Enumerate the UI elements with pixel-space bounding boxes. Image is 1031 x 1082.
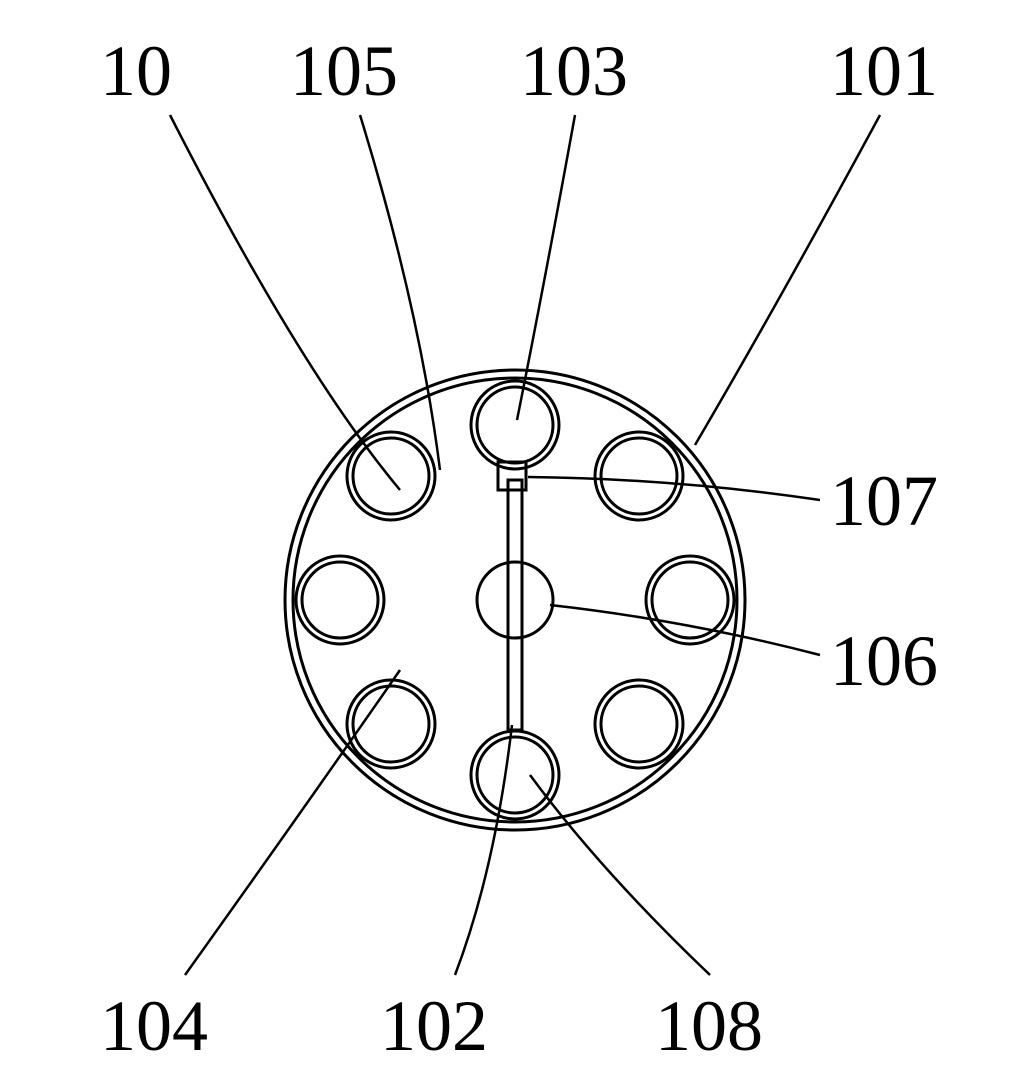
ring-hole-inner-4 [477, 737, 553, 813]
ring-hole-4 [471, 731, 559, 819]
leader-line-2 [517, 115, 575, 420]
leader-line-6 [185, 670, 400, 975]
ring-hole-inner-1 [601, 438, 677, 514]
label-104: 104 [100, 985, 208, 1068]
outer-ring [285, 370, 745, 830]
ring-hole-inner-7 [353, 438, 429, 514]
label-102: 102 [380, 985, 488, 1068]
ring-hole-1 [595, 432, 683, 520]
label-106: 106 [830, 620, 938, 703]
ring-hole-5 [347, 680, 435, 768]
ring-hole-inner-3 [601, 686, 677, 762]
ring-hole-7 [347, 432, 435, 520]
ring-hole-inner-5 [353, 686, 429, 762]
label-10: 10 [100, 30, 172, 113]
center-circle [477, 562, 553, 638]
label-108: 108 [655, 985, 763, 1068]
label-103: 103 [520, 30, 628, 113]
ring-hole-3 [595, 680, 683, 768]
pointer-bar [508, 480, 522, 730]
leader-line-7 [455, 725, 512, 975]
ring-hole-inner-0 [477, 387, 553, 463]
leader-line-0 [170, 115, 400, 490]
label-105: 105 [290, 30, 398, 113]
label-101: 101 [830, 30, 938, 113]
ring-hole-0 [471, 381, 559, 469]
leader-line-1 [360, 115, 440, 470]
ring-hole-6 [296, 556, 384, 644]
ring-hole-inner-6 [302, 562, 378, 638]
leader-line-3 [695, 115, 880, 445]
label-107: 107 [830, 460, 938, 543]
leader-line-5 [550, 605, 820, 655]
